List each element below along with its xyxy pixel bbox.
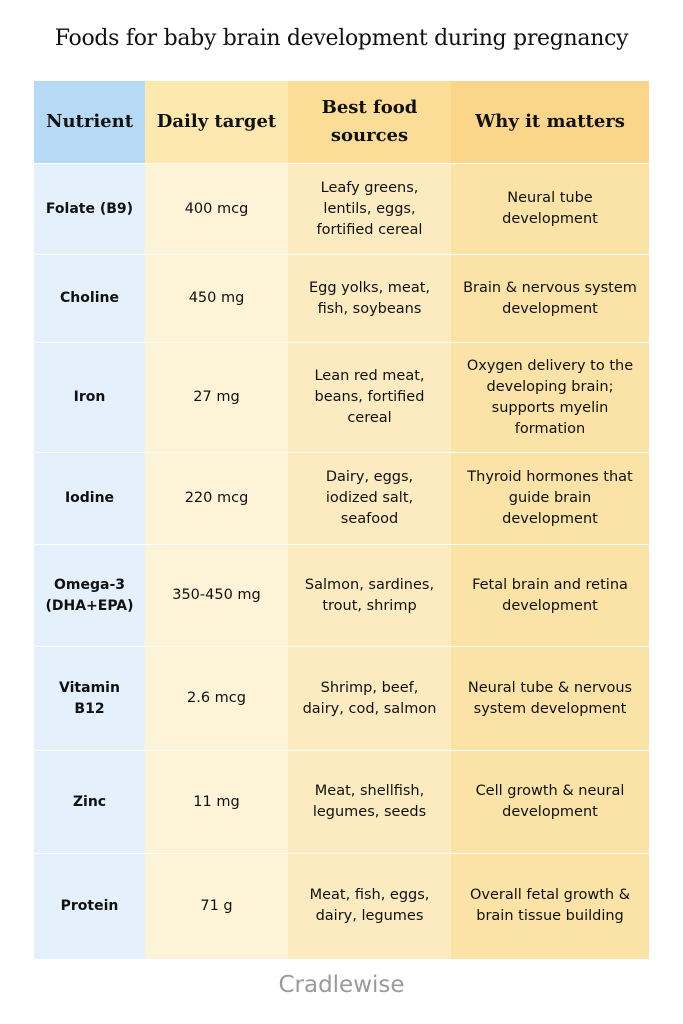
table-cell: 400 mcg: [145, 163, 288, 255]
table-cell: 350-450 mg: [145, 544, 288, 647]
table-body: Folate (B9) 400 mcg Leafy greens, lentils,…: [34, 163, 649, 959]
table-cell: Iron: [34, 342, 145, 453]
table-cell: Salmon, sardines, trout, shrimp: [288, 544, 451, 647]
table-cell: Iodine: [34, 452, 145, 545]
table-row: Choline 450 mg Egg yolks, meat, fish, soyb…: [34, 254, 649, 343]
title: Foods for baby brain development during …: [54, 26, 629, 51]
table-row: Omega-3 (DHA+EPA) 350-450 mg Salmon, sardi…: [34, 544, 649, 647]
table-row: Vitamin B12 2.6 mcg Shrimp, beef, dairy, c…: [34, 646, 649, 751]
table-cell: Oxygen delivery to the developing brain;…: [451, 342, 649, 453]
table-row: Protein 71 g Meat, fish, eggs, dairy, legu…: [34, 853, 649, 959]
table-row: Zinc 11 mg Meat, shellfish, legumes, seeds…: [34, 750, 649, 854]
header-row: Nutrient Daily target Best food sources Why…: [34, 80, 649, 164]
table-cell: Fetal brain and retina development: [451, 544, 649, 647]
table-cell: Folate (B9): [34, 163, 145, 255]
table-cell: Dairy, eggs, iodized salt, seafood: [288, 452, 451, 545]
table-cell: 11 mg: [145, 750, 288, 854]
table-cell: Thyroid hormones that guide brain develo…: [451, 452, 649, 545]
header-cell: Nutrient: [34, 80, 145, 164]
table-cell: Shrimp, beef, dairy, cod, salmon: [288, 646, 451, 751]
table-cell: Neural tube development: [451, 163, 649, 255]
header-cell: Why it matters: [451, 80, 649, 164]
table-cell: Neural tube & nervous system development: [451, 646, 649, 751]
table-cell: Protein: [34, 853, 145, 959]
table-cell: Cell growth & neural development: [451, 750, 649, 854]
table-cell: Meat, fish, eggs, dairy, legumes: [288, 853, 451, 959]
table-cell: Meat, shellfish, legumes, seeds: [288, 750, 451, 854]
table-cell: Brain & nervous system development: [451, 254, 649, 343]
table-cell: 71 g: [145, 853, 288, 959]
table-cell: Leafy greens, lentils, eggs, fortified c…: [288, 163, 451, 255]
table-cell: 220 mcg: [145, 452, 288, 545]
table-row: Folate (B9) 400 mcg Leafy greens, lentils,…: [34, 163, 649, 255]
nutrient-table: Nutrient Daily target Best food sources Why…: [34, 80, 649, 959]
table-cell: 450 mg: [145, 254, 288, 343]
header-cell: Best food sources: [288, 80, 451, 164]
table-cell: Egg yolks, meat, fish, soybeans: [288, 254, 451, 343]
table-cell: Vitamin B12: [34, 646, 145, 751]
table-cell: Lean red meat, beans, fortified cereal: [288, 342, 451, 453]
table-cell: Choline: [34, 254, 145, 343]
header-cell: Daily target: [145, 80, 288, 164]
table-row: Iron 27 mg Lean red meat, beans, fortified…: [34, 342, 649, 453]
table-row: Iodine 220 mcg Dairy, eggs, iodized salt, …: [34, 452, 649, 545]
table-cell: Omega-3 (DHA+EPA): [34, 544, 145, 647]
table-cell: Overall fetal growth & brain tissue buil…: [451, 853, 649, 959]
brand-logo: Cradlewise: [278, 972, 405, 998]
table-cell: 27 mg: [145, 342, 288, 453]
table-cell: 2.6 mcg: [145, 646, 288, 751]
table-cell: Zinc: [34, 750, 145, 854]
